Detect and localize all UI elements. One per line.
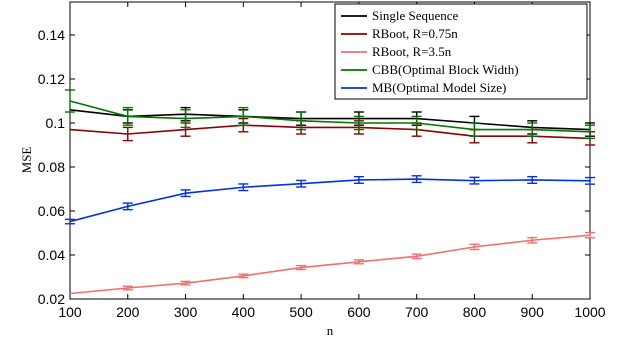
x-tick-label: 300	[174, 304, 198, 320]
series-layer	[65, 89, 595, 295]
y-tick-label: 0.12	[38, 71, 65, 87]
legend: Single Sequence RBoot, R=0.75n RBoot, R=3.…	[334, 3, 588, 100]
x-tick-label: 500	[289, 304, 313, 320]
legend-label: RBoot, R=3.5n	[372, 44, 452, 59]
x-tick-label: 600	[347, 304, 371, 320]
x-tick-label: 1000	[574, 304, 605, 320]
x-tick-label: 100	[58, 304, 82, 320]
series-group	[65, 175, 595, 225]
y-tick-label: 0.02	[38, 291, 65, 307]
series-group	[69, 231, 595, 295]
series-group	[65, 89, 595, 140]
series-line	[69, 178, 591, 223]
series-line	[69, 234, 591, 295]
y-tick-label: 0.08	[38, 159, 65, 175]
x-tick-label: 700	[405, 304, 429, 320]
legend-label: CBB(Optimal Block Width)	[372, 62, 519, 77]
y-tick-label: 0.14	[38, 27, 65, 43]
legend-label: Single Sequence	[372, 8, 459, 23]
series-line	[69, 100, 591, 133]
y-tick-label: 0.1	[46, 115, 66, 131]
x-tick-label: 400	[232, 304, 256, 320]
legend-label: RBoot, R=0.75n	[372, 26, 458, 41]
axis-ticks: 100 200 300 400 500 600 700 800 900 1000 0.02 0.04 0…	[38, 2, 606, 320]
y-tick-label: 0.04	[38, 247, 65, 263]
series-line	[69, 109, 591, 131]
x-tick-label: 200	[116, 304, 140, 320]
x-tick-label: 800	[463, 304, 487, 320]
y-axis-title: MSE	[19, 147, 34, 174]
y-tick-label: 0.06	[38, 203, 65, 219]
x-tick-label: 900	[521, 304, 545, 320]
series-line	[69, 124, 591, 140]
legend-box	[334, 3, 588, 100]
legend-label: MB(Optimal Model Size)	[372, 80, 506, 95]
x-axis-title: n	[327, 323, 334, 338]
